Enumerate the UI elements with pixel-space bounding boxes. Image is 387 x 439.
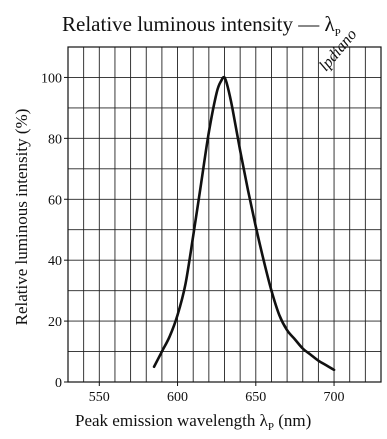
data-point — [255, 225, 257, 227]
chart-title-subscript: P — [335, 27, 341, 39]
data-point — [223, 76, 225, 78]
data-point — [220, 79, 222, 81]
y-tick-label: 100 — [41, 71, 62, 86]
x-tick-label: 600 — [167, 390, 188, 405]
axis-ticks — [64, 76, 335, 386]
x-axis-label-subscript: P — [268, 421, 274, 433]
y-tick-labels: 0 20 40 60 80 100 — [41, 71, 62, 391]
y-tick-label: 60 — [48, 193, 62, 208]
data-point — [309, 353, 311, 355]
data-point — [176, 314, 178, 316]
data-point — [302, 347, 304, 349]
data-point — [169, 335, 171, 337]
x-tick-label: 550 — [89, 390, 110, 405]
data-point — [153, 366, 155, 368]
data-point — [247, 189, 249, 191]
x-axis-label: Peak emission wavelength λP (nm) — [75, 411, 311, 433]
y-tick-label: 80 — [48, 132, 62, 147]
plot-frame — [67, 46, 382, 383]
data-point — [270, 289, 272, 291]
data-point — [184, 283, 186, 285]
x-axis-label-unit: (nm) — [274, 411, 311, 430]
x-tick-labels: 550 600 650 700 — [89, 390, 345, 405]
y-tick-label: 0 — [55, 376, 62, 391]
grid — [68, 47, 381, 382]
data-points — [153, 76, 335, 371]
data-point — [200, 183, 202, 185]
y-tick-label: 20 — [48, 315, 62, 330]
data-point — [325, 364, 327, 366]
x-tick-label: 650 — [245, 390, 266, 405]
data-point — [226, 85, 228, 87]
data-point — [239, 149, 241, 151]
data-point — [208, 131, 210, 133]
x-tick-label: 700 — [324, 390, 345, 405]
chart-title: Relative luminous intensity — λP — [62, 12, 341, 39]
data-point — [286, 329, 288, 331]
data-point — [192, 235, 194, 237]
data-point — [215, 91, 217, 93]
data-point — [161, 350, 163, 352]
series-line — [152, 75, 336, 372]
data-point — [294, 338, 296, 340]
y-axis-label: Relative luminous intensity (%) — [12, 109, 31, 326]
data-point — [333, 369, 335, 371]
y-tick-label: 40 — [48, 254, 62, 269]
data-point — [231, 107, 233, 109]
chart-title-main: Relative luminous intensity — λ — [62, 12, 335, 36]
data-point — [262, 259, 264, 261]
x-axis-label-main: Peak emission wavelength λ — [75, 411, 269, 430]
data-point — [278, 314, 280, 316]
data-point — [317, 359, 319, 361]
